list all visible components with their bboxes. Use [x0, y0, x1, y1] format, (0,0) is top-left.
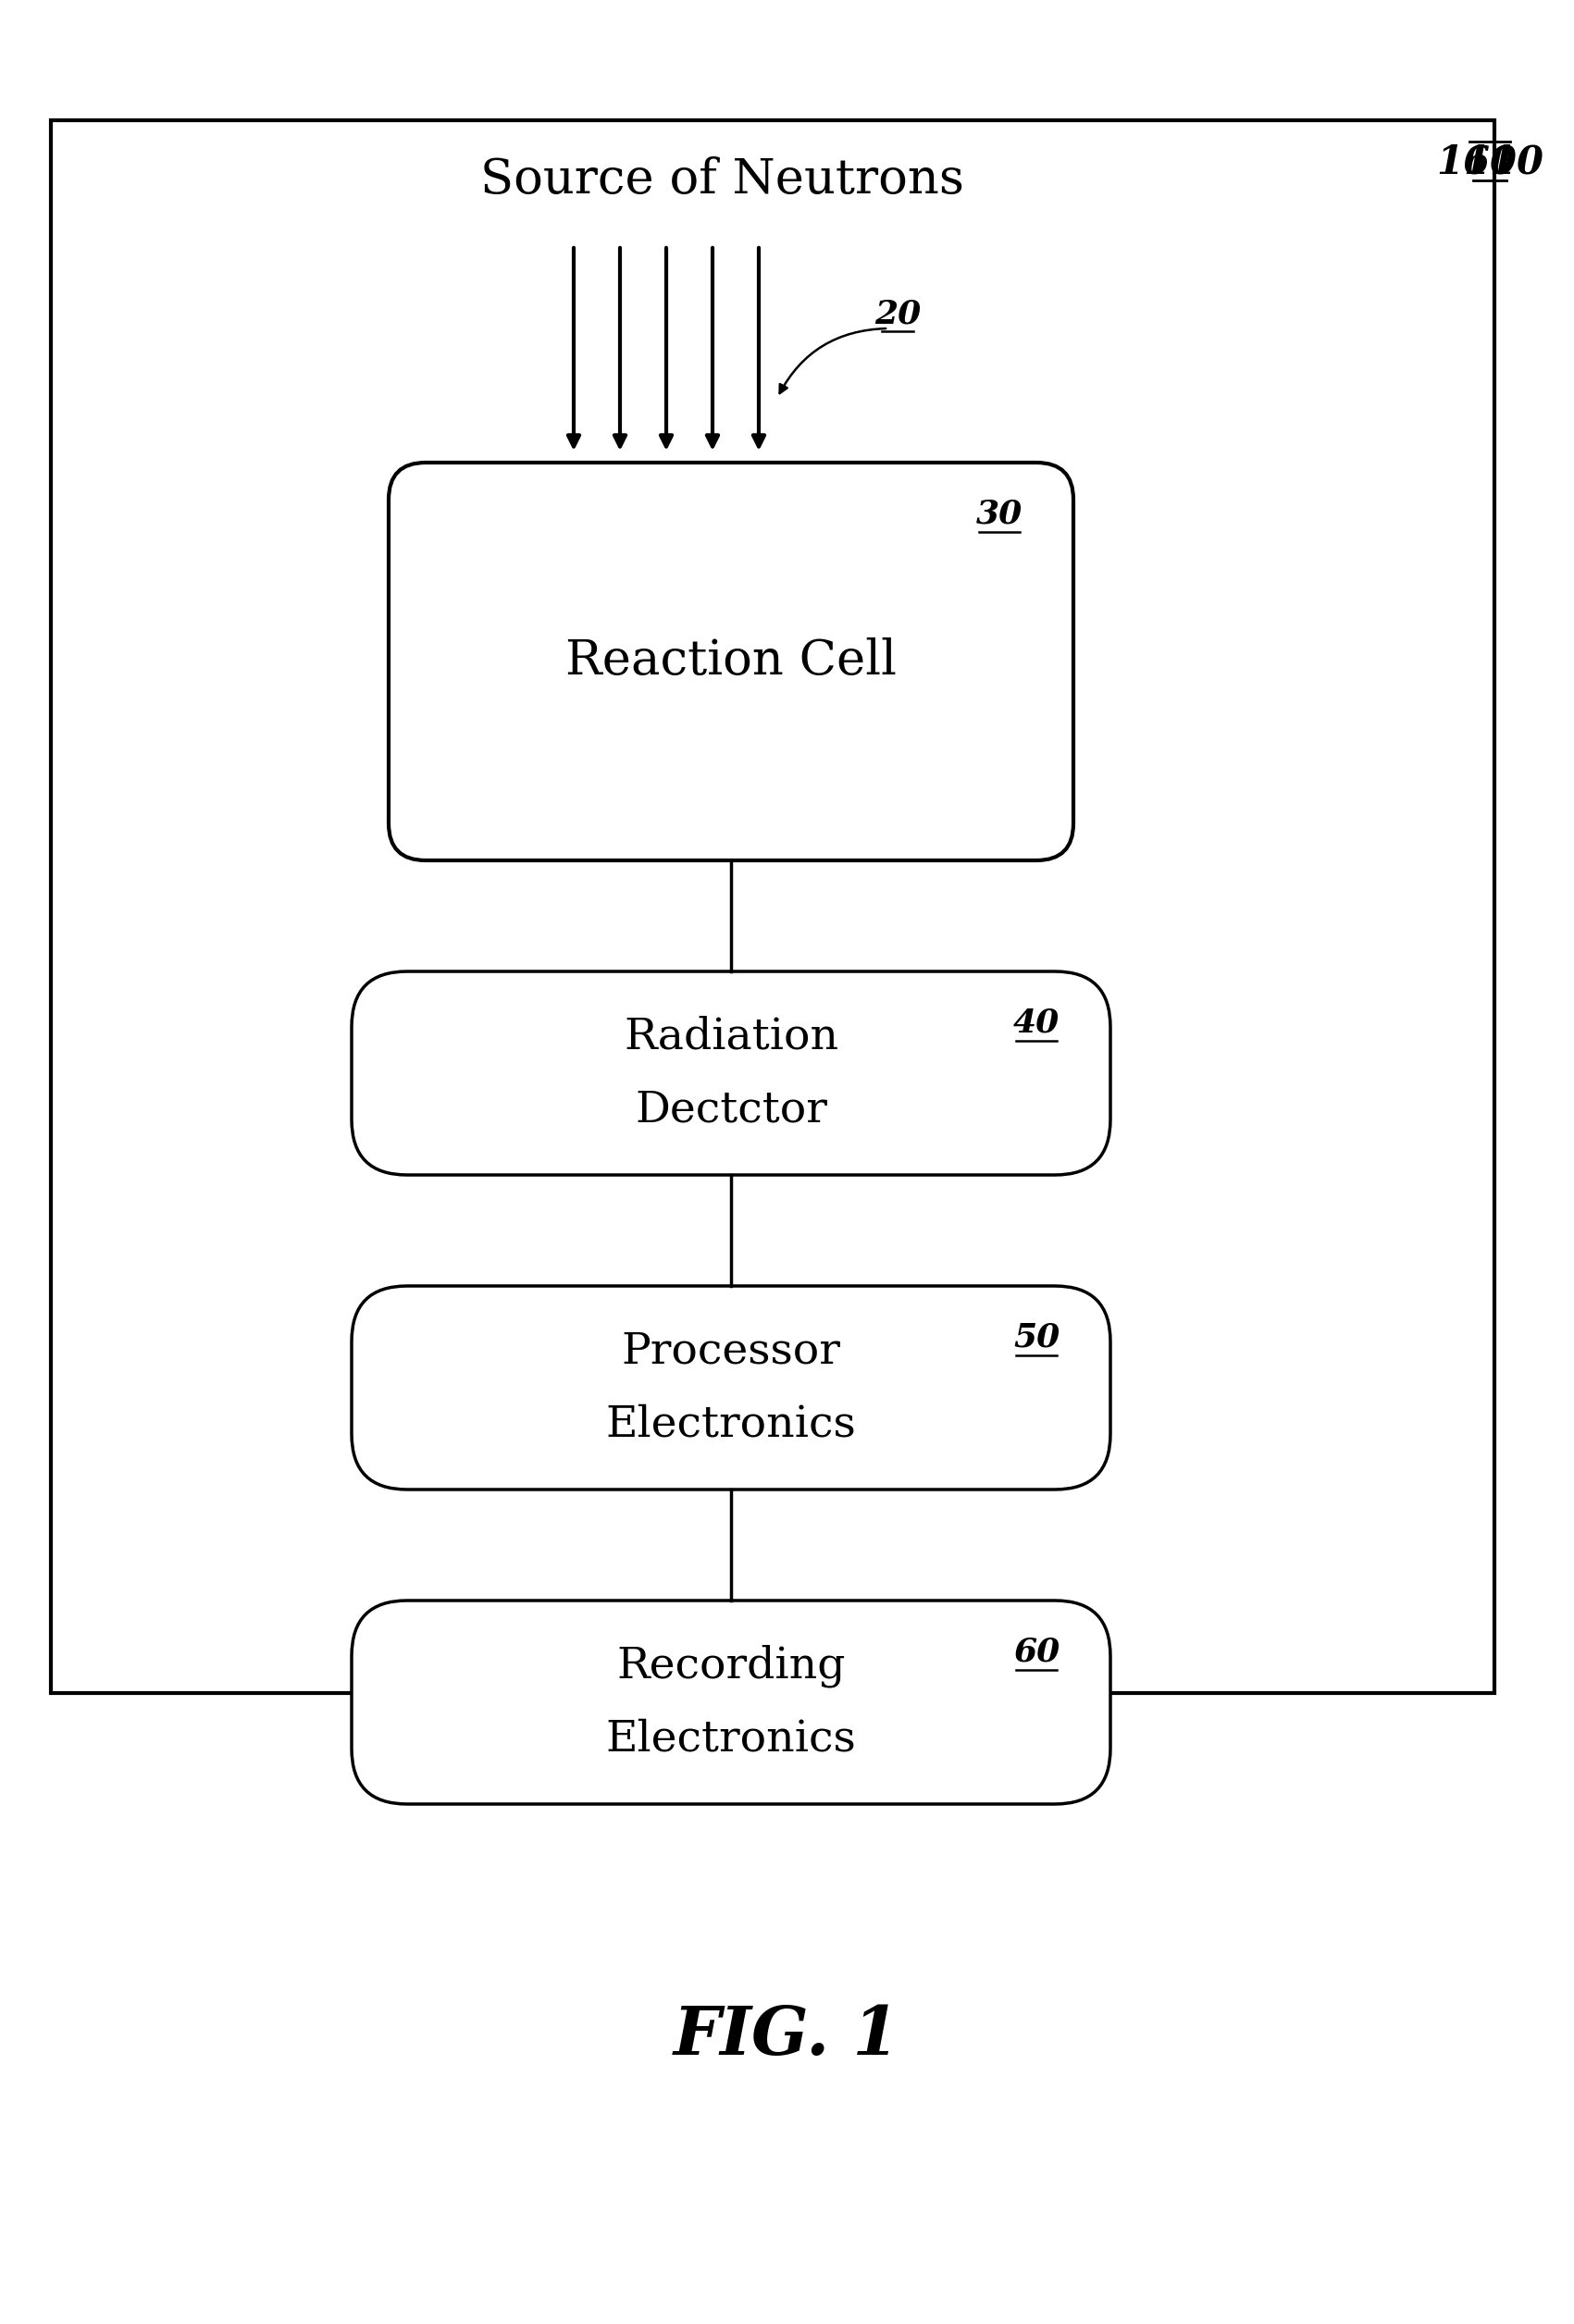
Text: Recording: Recording	[617, 1643, 845, 1687]
FancyBboxPatch shape	[351, 971, 1110, 1176]
Bar	[50, 121, 1494, 1694]
Text: Electronics: Electronics	[606, 1404, 856, 1446]
FancyBboxPatch shape	[351, 1601, 1110, 1803]
Text: 60: 60	[1014, 1636, 1059, 1666]
Text: 50: 50	[1014, 1320, 1059, 1353]
Text: 30: 30	[976, 497, 1023, 530]
FancyBboxPatch shape	[389, 462, 1073, 860]
Text: Source of Neutrons: Source of Neutrons	[480, 156, 963, 205]
Text: Dectctor: Dectctor	[634, 1090, 828, 1132]
Text: Radiation: Radiation	[623, 1016, 839, 1057]
Text: 1610: 1610	[1435, 142, 1544, 181]
Text: Processor: Processor	[622, 1329, 841, 1371]
FancyBboxPatch shape	[351, 1285, 1110, 1490]
Text: 20: 20	[874, 300, 921, 330]
Text: Electronics: Electronics	[606, 1717, 856, 1759]
Text: 10: 10	[1462, 142, 1517, 181]
Text: Reaction Cell: Reaction Cell	[565, 637, 897, 686]
Text: FIG. 1: FIG. 1	[674, 2003, 900, 2068]
Text: 40: 40	[1014, 1006, 1059, 1039]
